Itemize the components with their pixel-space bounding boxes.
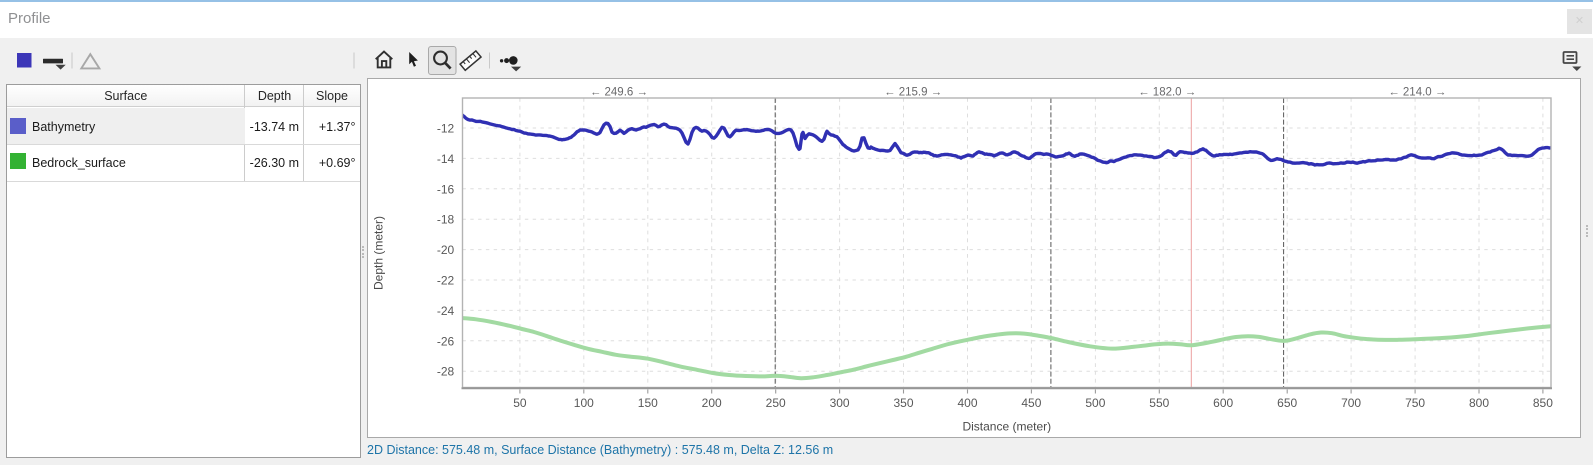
svg-text:650: 650 [1277,396,1297,410]
svg-text:← 182.0 →: ← 182.0 → [1138,87,1196,99]
svg-text:← 214.0 →: ← 214.0 → [1388,87,1446,99]
svg-text:450: 450 [1021,396,1041,410]
svg-text:750: 750 [1405,396,1425,410]
svg-text:800: 800 [1469,396,1489,410]
svg-text:550: 550 [1149,396,1169,410]
svg-text:100: 100 [574,396,594,410]
svg-text:150: 150 [638,396,658,410]
svg-text:-14: -14 [437,152,455,166]
svg-text:600: 600 [1213,396,1233,410]
svg-text:700: 700 [1341,396,1361,410]
svg-text:← 249.6 →: ← 249.6 → [590,87,648,99]
svg-text:-28: -28 [437,365,455,379]
svg-text:-26: -26 [437,334,455,348]
svg-text:← 215.9 →: ← 215.9 → [884,87,942,99]
svg-text:200: 200 [702,396,722,410]
svg-text:400: 400 [957,396,977,410]
svg-text:500: 500 [1085,396,1105,410]
svg-text:-12: -12 [437,122,455,136]
svg-text:300: 300 [830,396,850,410]
svg-text:Depth (meter): Depth (meter) [372,216,386,290]
svg-text:-18: -18 [437,213,455,227]
svg-text:-16: -16 [437,182,455,196]
svg-text:Distance (meter): Distance (meter) [962,420,1051,434]
svg-text:350: 350 [893,396,913,410]
svg-text:250: 250 [766,396,786,410]
svg-text:-22: -22 [437,274,455,288]
svg-text:850: 850 [1533,396,1553,410]
svg-text:-24: -24 [437,304,455,318]
svg-text:-20: -20 [437,243,455,257]
svg-text:50: 50 [513,396,527,410]
